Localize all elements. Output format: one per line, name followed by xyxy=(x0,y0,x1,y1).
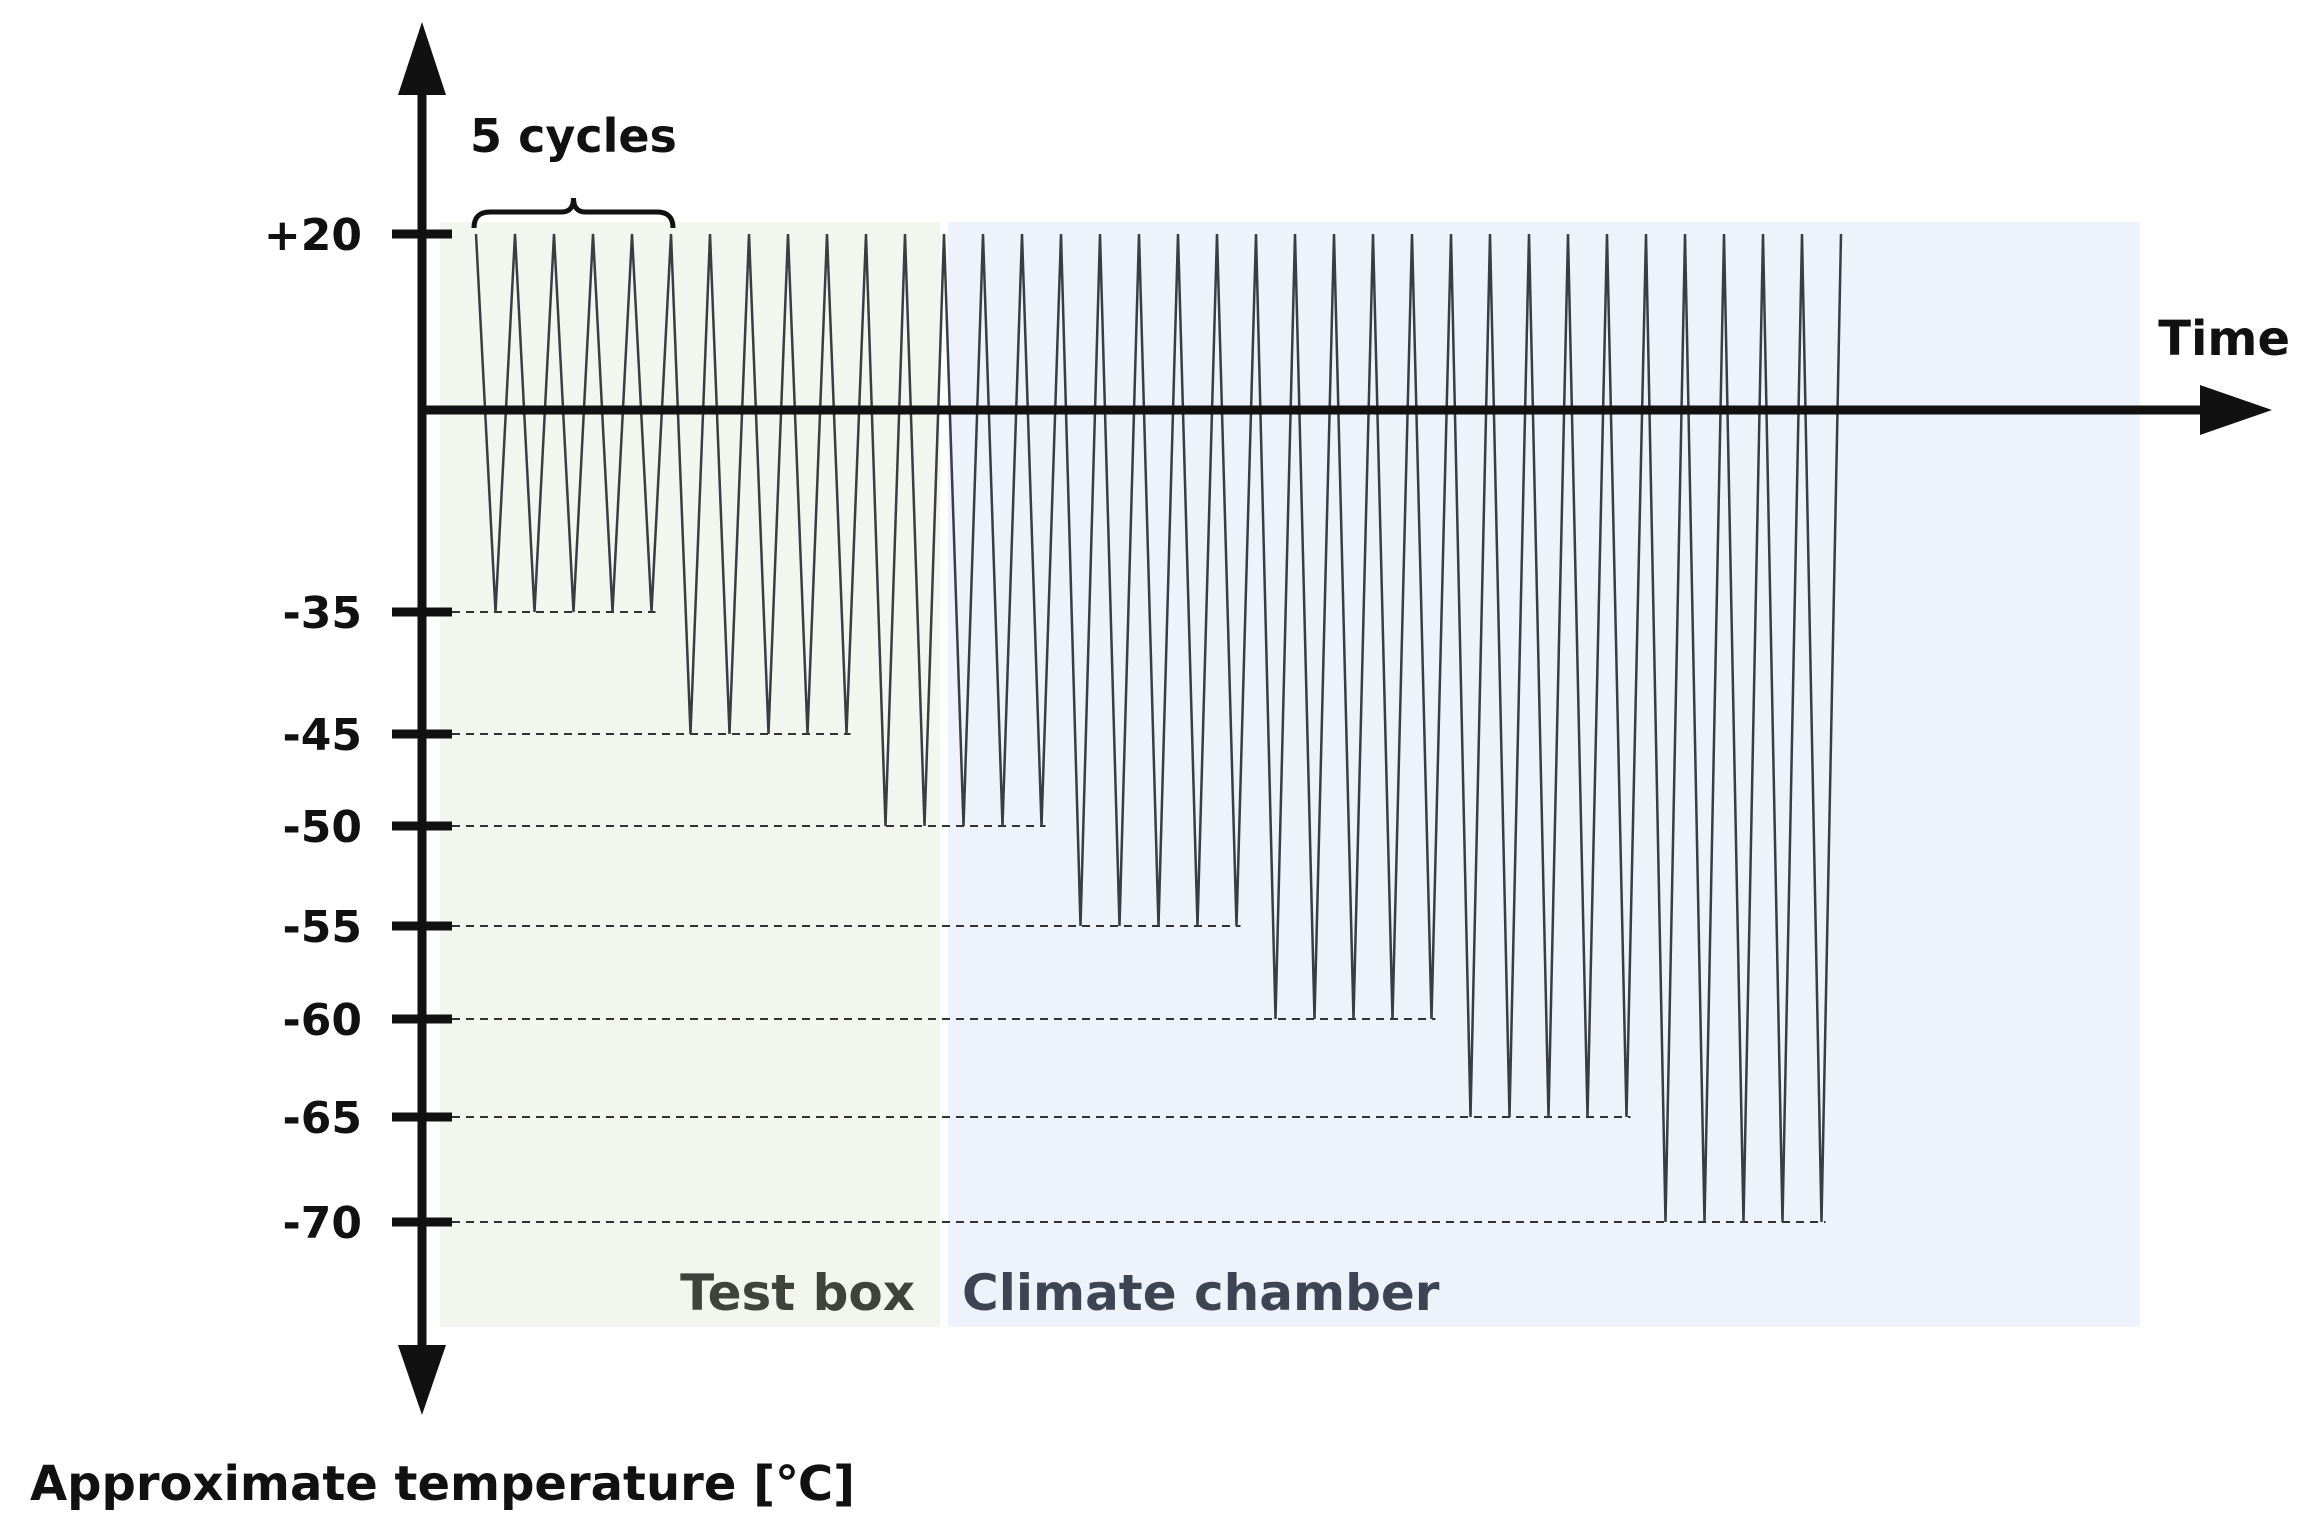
climate-chamber-label: Climate chamber xyxy=(962,1264,1440,1322)
y-tick-label: -70 xyxy=(283,1198,363,1249)
brace-label: 5 cycles xyxy=(470,109,677,163)
y-tick-label: -65 xyxy=(283,1093,363,1144)
temperature-axis-title: Approximate temperature [℃] xyxy=(30,1456,855,1512)
test-box-label: Test box xyxy=(680,1264,915,1322)
signal-zigzag-line xyxy=(474,233,1843,1223)
y-axis-ticks: +20 -35 -45 -50 -55 -60 -65 -70 xyxy=(264,210,452,1249)
five-cycles-brace xyxy=(471,197,676,229)
test-box-region xyxy=(440,222,940,1327)
y-tick-label: -45 xyxy=(283,710,363,761)
y-tick-label: -55 xyxy=(283,902,363,953)
dashed-guide-lines xyxy=(452,611,1826,1223)
y-tick-label: -35 xyxy=(283,588,363,639)
time-axis-arrowhead xyxy=(2200,385,2272,435)
temperature-axis-arrowhead-up xyxy=(398,22,446,95)
temperature-cycle-signal xyxy=(474,233,1843,1223)
temperature-axis-arrowhead-down xyxy=(398,1345,446,1415)
y-tick-label: +20 xyxy=(264,210,362,261)
climate-chamber-region xyxy=(948,222,2140,1327)
time-axis-title: Time xyxy=(2158,311,2290,367)
y-tick-label: -50 xyxy=(283,802,363,853)
y-tick-label: -60 xyxy=(283,995,363,1046)
